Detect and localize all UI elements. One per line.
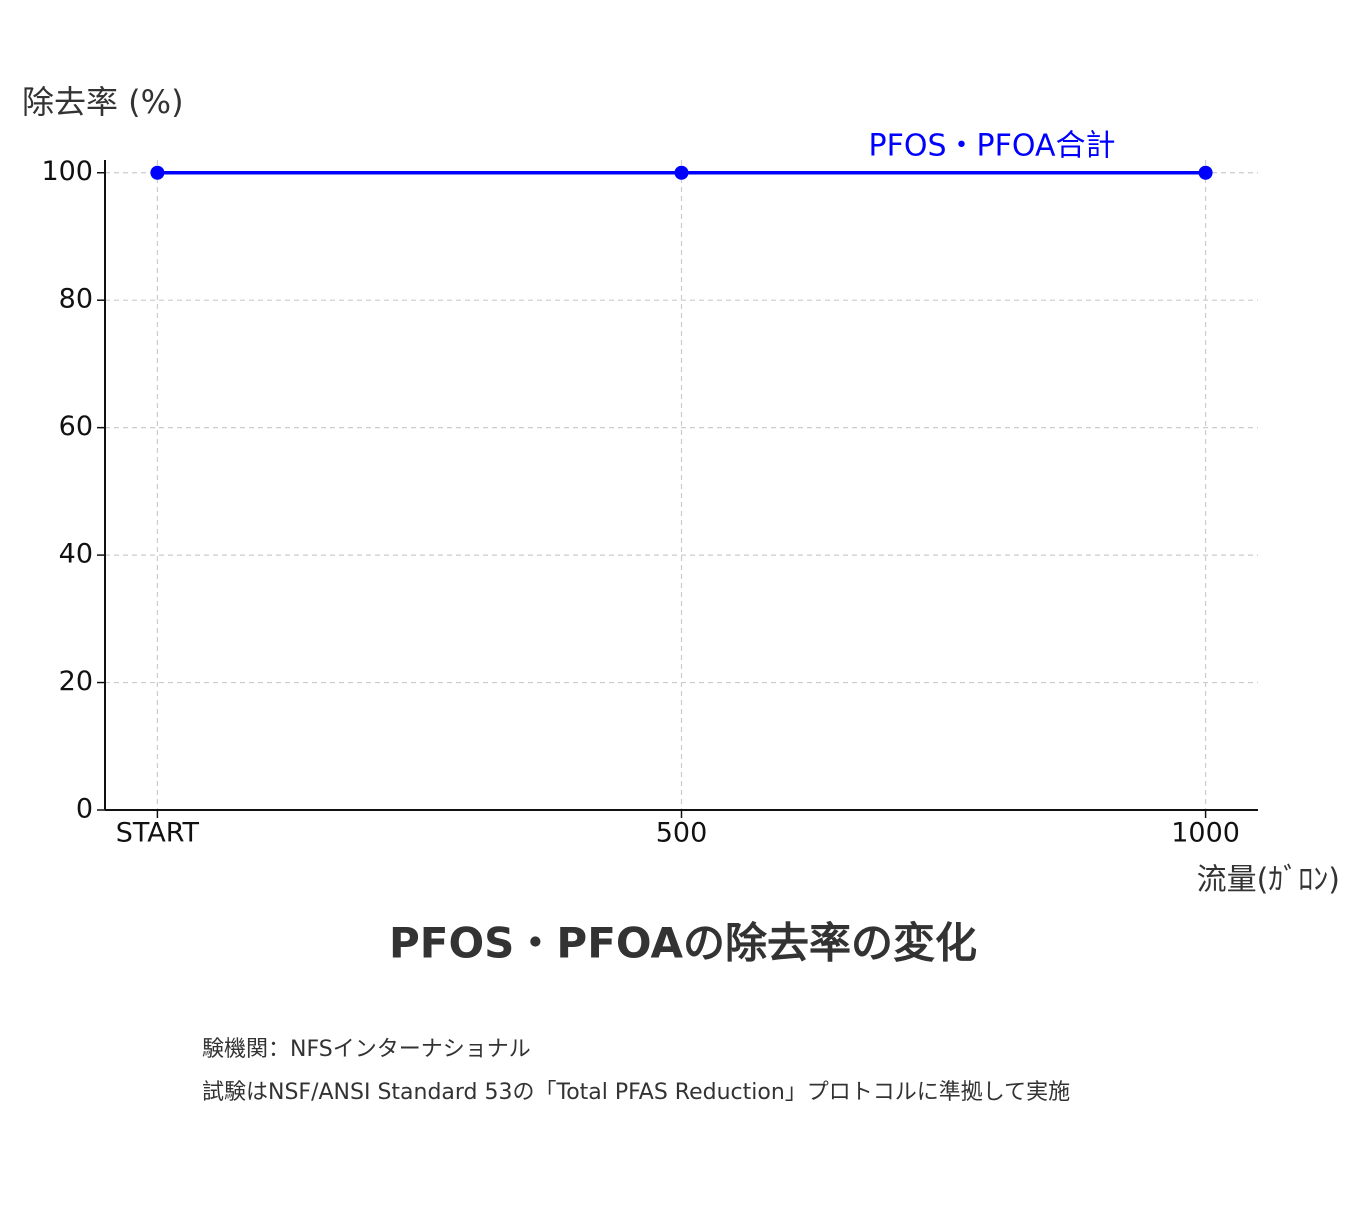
data-point (150, 165, 165, 180)
note: 験機関：NFSインターナショナル (202, 1037, 531, 1062)
data-point (1198, 165, 1213, 180)
x-tick-label: 1000 (1171, 818, 1240, 849)
series-label: PFOS・PFOA合計 (869, 129, 1116, 164)
x-tick-label: START (116, 818, 200, 849)
data-point (674, 165, 689, 180)
y-tick-label: 0 (76, 794, 93, 825)
note: 試験はNSF/ANSI Standard 53の「Total PFAS Redu… (202, 1080, 1070, 1105)
y-axis-label: 除去率 (%) (22, 83, 184, 121)
x-axis-label: 流量(ｶﾞﾛﾝ) (1197, 863, 1340, 898)
x-tick-label: 500 (656, 818, 708, 849)
y-tick-label: 20 (59, 666, 93, 697)
y-tick-label: 80 (59, 284, 93, 315)
y-tick-label: 60 (59, 411, 93, 442)
y-tick-label: 40 (59, 539, 93, 570)
chart-title: PFOS・PFOAの除去率の変化 (389, 919, 977, 968)
y-tick-label: 100 (41, 156, 93, 187)
